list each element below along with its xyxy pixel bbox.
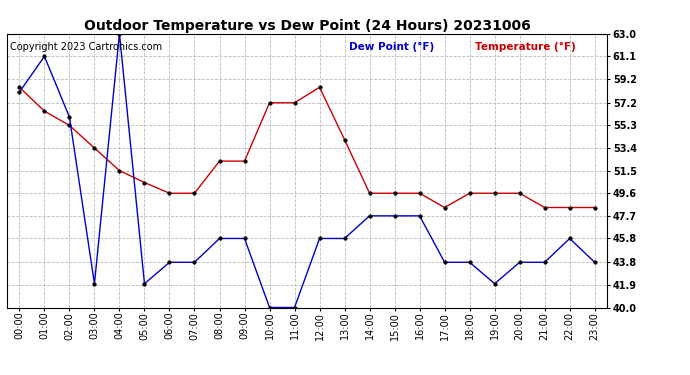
Text: Dew Point (°F): Dew Point (°F) <box>349 42 434 52</box>
Text: Copyright 2023 Cartronics.com: Copyright 2023 Cartronics.com <box>10 42 162 52</box>
Text: Temperature (°F): Temperature (°F) <box>475 42 576 52</box>
Title: Outdoor Temperature vs Dew Point (24 Hours) 20231006: Outdoor Temperature vs Dew Point (24 Hou… <box>83 19 531 33</box>
